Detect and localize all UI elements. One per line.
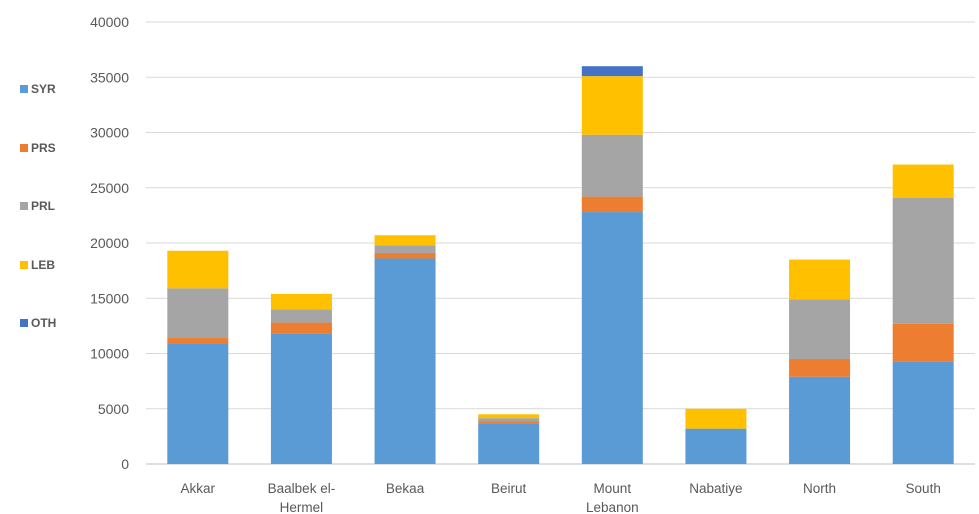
bar-segment-syr bbox=[685, 428, 747, 464]
y-tick-label: 5000 bbox=[98, 401, 129, 417]
bar-segment-prl bbox=[167, 288, 229, 339]
bar-segment-leb bbox=[581, 76, 643, 135]
bar-segment-syr bbox=[581, 212, 643, 464]
x-category-label: Baalbek el-Hermel bbox=[268, 481, 336, 514]
legend-item-prs: PRS bbox=[20, 139, 56, 157]
bar-segment-leb bbox=[789, 259, 851, 300]
legend-item-prl: PRL bbox=[20, 197, 56, 215]
x-category-label: Akkar bbox=[181, 481, 216, 496]
y-tick-label: 40000 bbox=[90, 14, 129, 30]
bar-segment-prl bbox=[270, 309, 332, 323]
y-tick-label: 10000 bbox=[90, 346, 129, 362]
legend-swatch bbox=[20, 143, 28, 152]
bar-segment-syr bbox=[167, 343, 229, 464]
bar-segment-prs bbox=[270, 322, 332, 334]
legend-item-leb: LEB bbox=[20, 256, 56, 274]
bar-segment-syr bbox=[374, 258, 436, 464]
y-tick-label: 15000 bbox=[90, 290, 129, 306]
legend-label: SYR bbox=[31, 82, 56, 96]
bar-segment-syr bbox=[789, 376, 851, 464]
bar-segment-prl bbox=[478, 418, 540, 422]
bar-segment-syr bbox=[892, 361, 954, 464]
legend-label: LEB bbox=[31, 257, 55, 272]
bar-segment-prs bbox=[892, 323, 954, 362]
bar-segment-prs bbox=[478, 421, 540, 424]
x-axis-category-labels: Akkar Baalbek el-Hermel Bekaa Beirut Mount Le… bbox=[181, 481, 941, 514]
bar-segment-prs bbox=[789, 359, 851, 377]
y-tick-label: 35000 bbox=[90, 69, 129, 85]
bar-segment-leb bbox=[685, 408, 747, 429]
y-tick-label: 30000 bbox=[90, 125, 129, 141]
bar-segment-prs bbox=[581, 196, 643, 213]
bar-segment-prl bbox=[892, 197, 954, 324]
legend-label: PRL bbox=[31, 199, 55, 213]
x-category-label: South bbox=[906, 481, 941, 496]
bar-segment-oth bbox=[581, 66, 643, 77]
bar-segment-prl bbox=[581, 134, 643, 197]
x-category-label: Nabatiye bbox=[689, 481, 742, 496]
x-category-label: Beirut bbox=[491, 481, 527, 496]
bar-segment-syr bbox=[270, 333, 332, 464]
bar-segment-prl bbox=[374, 245, 436, 253]
legend-swatch bbox=[20, 85, 28, 93]
bar-segment-leb bbox=[167, 250, 229, 289]
bar-segment-prl bbox=[789, 299, 851, 360]
bar-segment-prs bbox=[374, 252, 436, 259]
gridlines bbox=[146, 21, 975, 465]
legend-swatch bbox=[20, 260, 28, 269]
y-tick-label: 0 bbox=[121, 456, 129, 472]
x-category-label: North bbox=[803, 481, 836, 496]
legend: SYR PRS PRL LEB OTH bbox=[20, 80, 56, 373]
y-tick-label: 25000 bbox=[90, 180, 129, 196]
bar-segment-prs bbox=[167, 338, 229, 344]
bar-segment-leb bbox=[374, 235, 436, 246]
legend-item-oth: OTH bbox=[20, 314, 56, 332]
legend-label: PRS bbox=[31, 140, 56, 155]
y-tick-label: 20000 bbox=[90, 235, 129, 251]
legend-swatch bbox=[20, 202, 28, 210]
x-category-label: Mount Lebanon bbox=[586, 481, 639, 514]
legend-swatch bbox=[20, 319, 28, 327]
bar-segment-leb bbox=[892, 164, 954, 198]
y-axis-tick-labels: 0 5000 10000 15000 20000 25000 30000 35000 40000 bbox=[90, 14, 129, 472]
legend-item-syr: SYR bbox=[20, 80, 56, 98]
bar-segment-syr bbox=[478, 423, 540, 464]
x-category-label: Bekaa bbox=[386, 481, 425, 496]
bar-segment-leb bbox=[478, 414, 540, 419]
bar-segment-leb bbox=[270, 293, 332, 310]
bars bbox=[167, 66, 954, 464]
legend-label: OTH bbox=[31, 316, 57, 330]
